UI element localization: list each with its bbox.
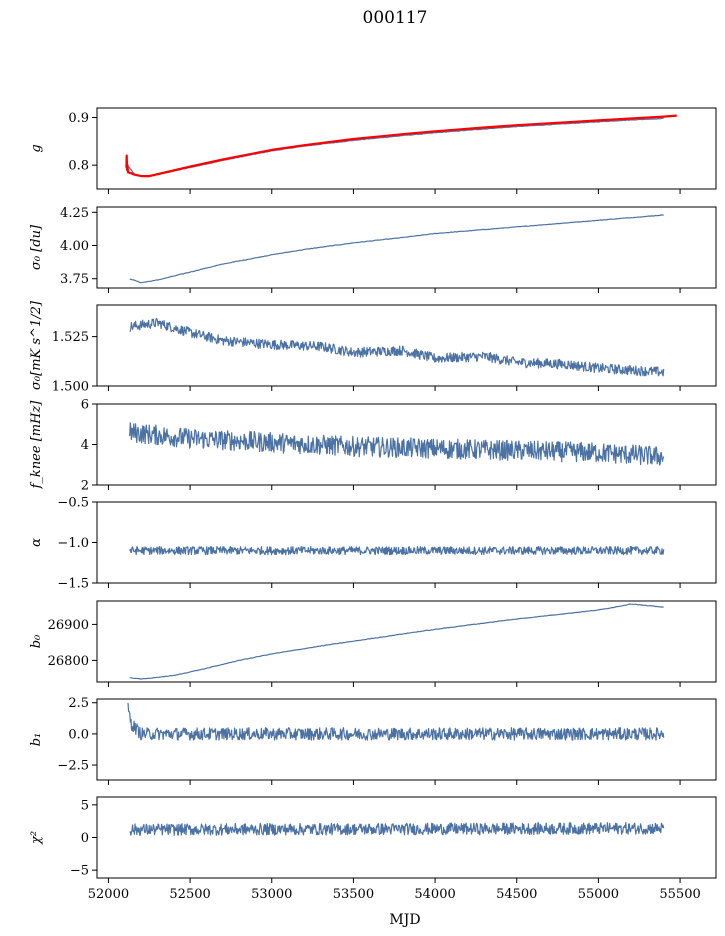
series-line — [129, 214, 664, 284]
panel-7: −2.5 0.0 2.5 b₁ — [29, 696, 717, 785]
series-line — [129, 317, 665, 377]
y-axis-label: α — [29, 538, 44, 547]
axes-frame — [96, 796, 717, 879]
series-line — [129, 545, 665, 556]
series-line — [129, 821, 665, 836]
y-tick-label: 2 — [81, 479, 89, 494]
y-tick-label: 2.5 — [68, 696, 89, 711]
axes-frame — [96, 107, 717, 190]
y-tick-label: 26900 — [48, 618, 89, 633]
y-tick-label: −1.0 — [57, 536, 89, 551]
y-axis-label: f_knee [mHz] — [29, 400, 44, 490]
series-line — [126, 117, 664, 178]
panels: 0.8 0.9 g 3.75 4.00 4.25 σ₀ [du] 1.500 1.525 σ₀[m… — [29, 107, 717, 902]
y-tick-label: 0.0 — [68, 727, 89, 742]
y-tick-label: 4.00 — [60, 239, 89, 254]
x-tick-label: 53500 — [333, 887, 374, 902]
y-tick-label: −1.5 — [57, 577, 89, 592]
y-tick-label: 1.500 — [52, 380, 89, 395]
y-tick-label: 0 — [81, 831, 89, 846]
x-tick-label: 55000 — [578, 887, 619, 902]
panel-2: 3.75 4.00 4.25 σ₀ [du] — [29, 206, 717, 293]
x-tick-label: 54500 — [496, 887, 537, 902]
panel-5: −1.5 −1.0 −0.5 α — [29, 496, 717, 592]
axes-frame — [96, 501, 717, 584]
y-axis-label: b₁ — [29, 733, 44, 747]
figure-title: 000117 — [363, 8, 428, 28]
y-tick-label: −5 — [70, 864, 89, 879]
overlay-line — [125, 114, 677, 178]
y-tick-label: 26800 — [48, 654, 89, 669]
y-tick-label: −0.5 — [57, 496, 89, 511]
x-tick-label: 52500 — [169, 887, 210, 902]
x-axis-label: MJD — [389, 912, 420, 928]
panel-1: 0.8 0.9 g — [29, 107, 717, 194]
y-tick-label: 1.525 — [52, 330, 89, 345]
y-tick-label: 4 — [81, 438, 89, 453]
y-axis-label: b₀ — [29, 634, 44, 648]
y-axis-label: g — [29, 144, 44, 152]
panel-3: 1.500 1.525 σ₀[mK s^1/2] — [29, 300, 717, 395]
y-tick-label: 0.9 — [68, 111, 89, 126]
x-tick-label: 52000 — [88, 887, 129, 902]
panel-6: 26800 26900 b₀ — [29, 600, 717, 687]
axes-frame — [96, 206, 717, 289]
x-tick-label: 54000 — [414, 887, 455, 902]
series-line — [129, 603, 664, 680]
axes-frame — [96, 304, 717, 387]
y-tick-label: 5 — [81, 798, 89, 813]
y-tick-label: 6 — [81, 398, 89, 413]
y-axis-label: χ² — [29, 831, 44, 845]
y-axis-label: σ₀[mK s^1/2] — [29, 300, 44, 390]
y-tick-label: −2.5 — [57, 759, 89, 774]
y-tick-label: 0.8 — [68, 159, 89, 174]
y-tick-label: 3.75 — [60, 272, 89, 287]
series-line — [127, 702, 665, 741]
axes-frame — [96, 698, 717, 781]
y-tick-label: 4.25 — [60, 206, 89, 221]
series-line — [129, 422, 665, 466]
y-axis-label: σ₀ [du] — [29, 224, 44, 270]
axes-frame — [96, 600, 717, 683]
panel-8: −5 0 5 χ² — [29, 796, 717, 883]
x-tick-label: 55500 — [659, 887, 700, 902]
x-tick-label: 53000 — [251, 887, 292, 902]
panel-4: 2 4 6 f_knee [mHz] — [29, 398, 717, 494]
